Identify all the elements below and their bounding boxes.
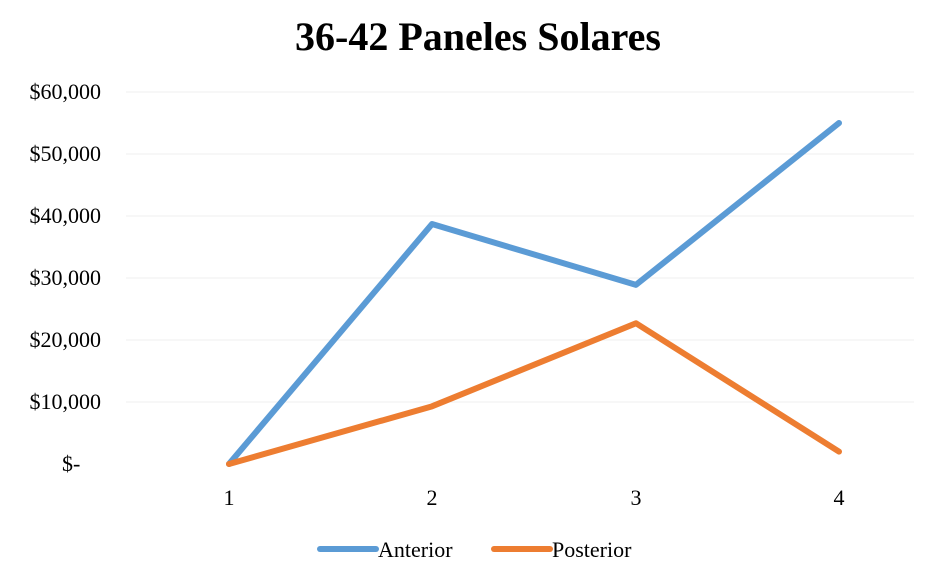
x-tick-label: 3 bbox=[631, 485, 642, 510]
y-axis-ticks: $- $10,000 $20,000 $30,000 $40,000 $50,000 $60… bbox=[30, 79, 102, 476]
y-tick-label: $40,000 bbox=[30, 203, 102, 228]
y-tick-label: $10,000 bbox=[30, 389, 102, 414]
chart-title: 36-42 Paneles Solares bbox=[295, 14, 661, 59]
gridlines bbox=[126, 91, 914, 403]
y-tick-label: $60,000 bbox=[30, 79, 102, 104]
legend: Anterior Posterior bbox=[317, 537, 632, 562]
legend-item-anterior: Anterior bbox=[317, 537, 453, 562]
x-tick-label: 1 bbox=[224, 485, 235, 510]
series-line-posterior bbox=[226, 320, 842, 467]
x-tick-label: 2 bbox=[427, 485, 438, 510]
y-tick-label: $50,000 bbox=[30, 141, 102, 166]
y-tick-label: $30,000 bbox=[30, 265, 102, 290]
legend-item-posterior: Posterior bbox=[491, 537, 632, 562]
series-lines bbox=[226, 120, 842, 467]
legend-label: Posterior bbox=[552, 537, 632, 562]
y-tick-label: $20,000 bbox=[30, 327, 102, 352]
series-line-anterior bbox=[226, 120, 842, 467]
legend-label: Anterior bbox=[378, 537, 453, 562]
y-tick-label: $- bbox=[62, 451, 80, 476]
x-tick-label: 4 bbox=[834, 485, 845, 510]
x-axis-ticks: 1 2 3 4 bbox=[224, 485, 845, 510]
